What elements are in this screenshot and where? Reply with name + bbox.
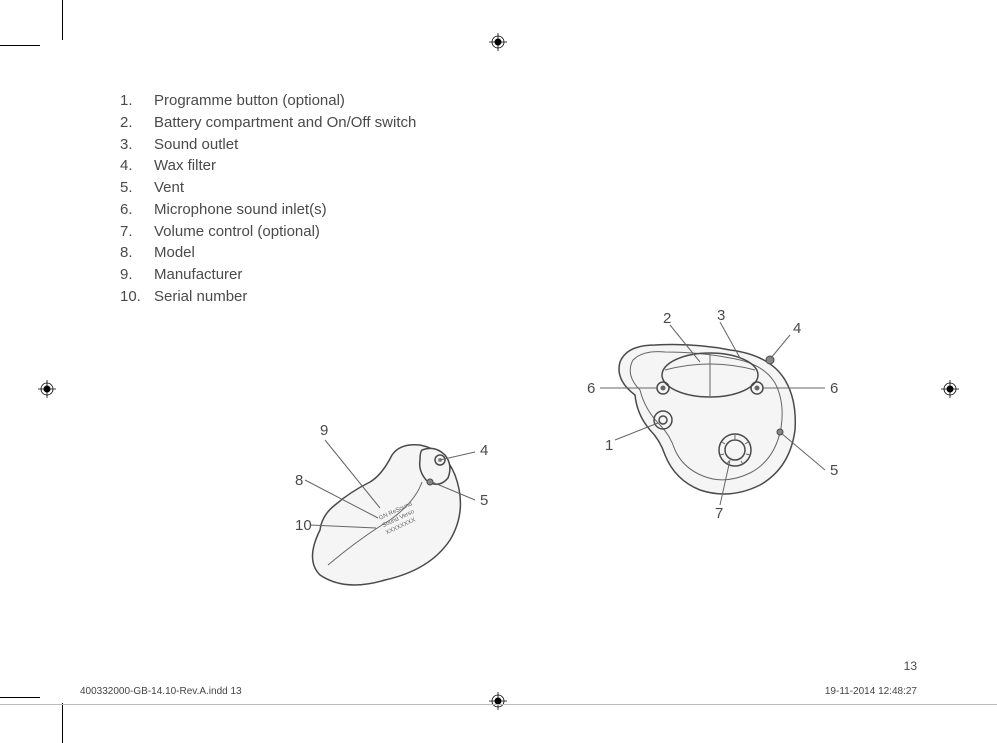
list-num: 3. [120,134,154,156]
list-num: 4. [120,155,154,177]
registration-mark-icon [489,692,507,710]
parts-list: 1.Programme button (optional) 2.Battery … [120,90,920,308]
diagram-left: GN ReSound Sound Verso XXXXXXXX 9 8 10 4… [250,410,510,600]
list-label: Vent [154,177,920,199]
list-item: 6.Microphone sound inlet(s) [120,199,920,221]
crop-mark [0,45,40,46]
callout-num: 6 [587,380,595,397]
callout-num: 9 [320,422,328,439]
footer-divider [0,704,997,705]
list-item: 9.Manufacturer [120,264,920,286]
callout-num: 4 [793,320,801,337]
callout-num: 3 [717,310,725,324]
registration-mark-icon [489,33,507,51]
registration-mark-icon [941,380,959,398]
list-num: 8. [120,242,154,264]
callout-num: 2 [663,310,671,327]
list-label: Battery compartment and On/Off switch [154,112,920,134]
list-label: Sound outlet [154,134,920,156]
list-label: Wax filter [154,155,920,177]
callout-num: 4 [480,442,488,459]
content-area: 1.Programme button (optional) 2.Battery … [120,90,920,308]
list-label: Volume control (optional) [154,221,920,243]
footer-filename: 400332000-GB-14.10-Rev.A.indd 13 [80,686,242,697]
registration-mark-icon [38,380,56,398]
list-label: Programme button (optional) [154,90,920,112]
list-num: 9. [120,264,154,286]
list-num: 7. [120,221,154,243]
list-label: Model [154,242,920,264]
list-item: 3.Sound outlet [120,134,920,156]
list-num: 5. [120,177,154,199]
list-item: 5.Vent [120,177,920,199]
list-item: 2.Battery compartment and On/Off switch [120,112,920,134]
list-num: 6. [120,199,154,221]
list-label: Serial number [154,286,920,308]
list-label: Microphone sound inlet(s) [154,199,920,221]
callout-num: 10 [295,517,312,534]
diagram-right: 1 2 3 4 5 6 6 7 [545,310,875,530]
callout-num: 5 [830,462,838,479]
list-item: 1.Programme button (optional) [120,90,920,112]
callout-num: 5 [480,492,488,509]
callout-num: 7 [715,505,723,522]
list-item: 7.Volume control (optional) [120,221,920,243]
page-number: 13 [904,659,917,673]
list-num: 1. [120,90,154,112]
crop-mark [62,703,63,743]
list-item: 4.Wax filter [120,155,920,177]
crop-mark [0,697,40,698]
list-item: 8.Model [120,242,920,264]
list-num: 2. [120,112,154,134]
footer-timestamp: 19-11-2014 12:48:27 [825,686,917,697]
crop-mark [62,0,63,40]
list-item: 10.Serial number [120,286,920,308]
callout-num: 1 [605,437,613,454]
list-num: 10. [120,286,154,308]
callout-num: 6 [830,380,838,397]
list-label: Manufacturer [154,264,920,286]
callout-num: 8 [295,472,303,489]
